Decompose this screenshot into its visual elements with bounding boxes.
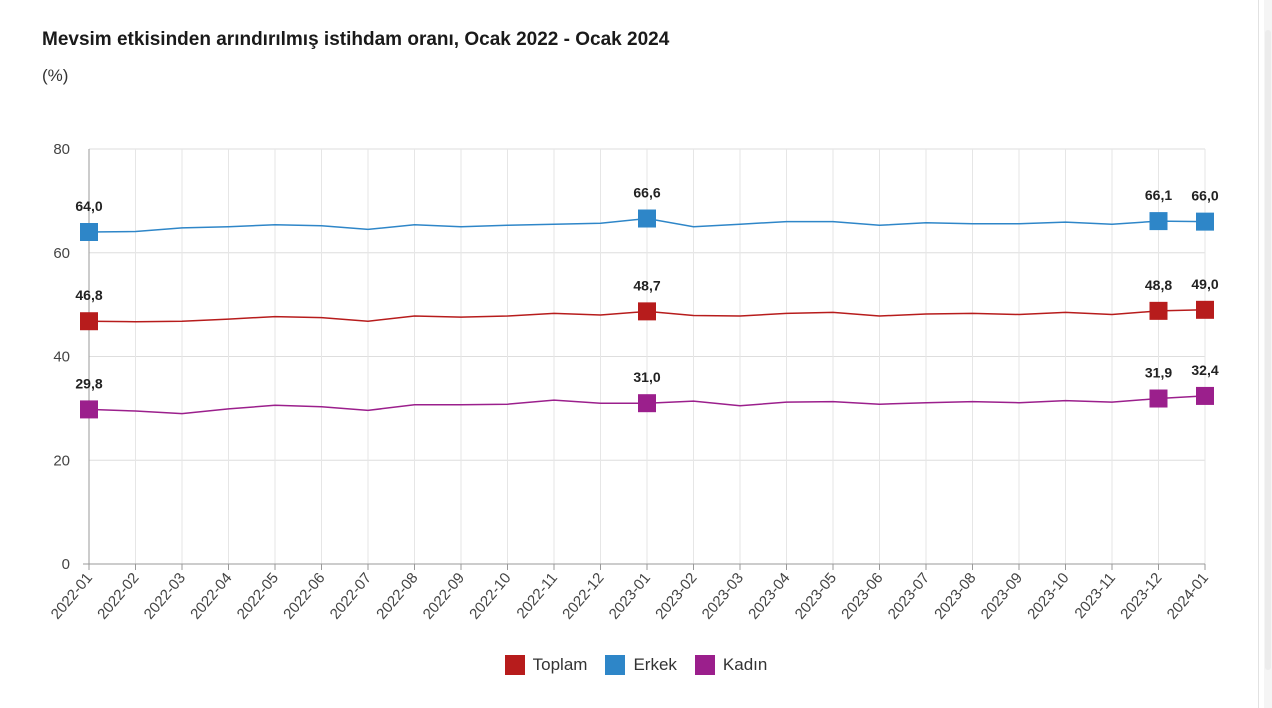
x-tick-label: 2022-04	[187, 570, 235, 623]
data-marker	[638, 302, 656, 321]
data-marker	[80, 312, 98, 331]
data-marker	[1196, 212, 1214, 231]
data-label: 64,0	[75, 198, 102, 214]
legend-label: Erkek	[633, 655, 677, 674]
x-tick-label: 2022-07	[327, 570, 375, 623]
legend-label: Toplam	[532, 655, 588, 674]
data-label: 31,9	[1145, 365, 1172, 381]
x-tick-label: 2023-03	[699, 570, 747, 623]
data-label: 48,7	[633, 277, 660, 293]
data-label: 48,8	[1145, 277, 1172, 293]
x-tick-label: 2022-01	[48, 570, 96, 623]
data-label: 49,0	[1191, 276, 1218, 292]
legend-swatch	[504, 655, 525, 675]
x-tick-label: 2022-05	[234, 570, 282, 623]
chart-title: Mevsim etkisinden arındırılmış istihdam …	[42, 29, 670, 50]
data-marker	[638, 394, 656, 413]
legend-item-kadın[interactable]: Kadın	[694, 655, 768, 675]
x-tick-label: 2023-11	[1071, 570, 1119, 622]
data-marker	[1149, 301, 1168, 320]
x-tick-label: 2022-10	[466, 570, 514, 623]
x-tick-label: 2022-02	[94, 570, 142, 623]
x-tick-label: 2022-12	[559, 570, 607, 623]
data-label: 31,0	[633, 369, 660, 385]
data-label: 29,8	[75, 375, 102, 391]
legend-item-erkek[interactable]: Erkek	[605, 655, 677, 675]
y-tick-label: 40	[53, 349, 70, 366]
y-tick-label: 60	[53, 245, 70, 262]
x-tick-label: 2023-08	[931, 570, 979, 623]
x-tick-label: 2023-05	[792, 570, 840, 623]
data-marker	[80, 223, 98, 241]
data-marker	[1149, 389, 1168, 408]
y-tick-label: 80	[53, 141, 70, 158]
data-label: 46,8	[75, 287, 102, 303]
legend-swatch	[694, 655, 715, 675]
data-marker	[1149, 212, 1168, 231]
x-tick-label: 2022-11	[513, 570, 561, 622]
x-tick-label: 2024-01	[1164, 570, 1212, 623]
x-tick-label: 2023-06	[838, 570, 886, 623]
x-tick-label: 2023-09	[978, 570, 1026, 623]
data-marker	[1196, 300, 1214, 319]
x-tick-label: 2023-04	[745, 570, 793, 623]
data-marker	[1196, 386, 1214, 405]
x-tick-label: 2023-02	[652, 570, 700, 623]
data-label: 66,0	[1191, 188, 1218, 204]
x-tick-label: 2022-06	[280, 570, 328, 623]
legend-label: Kadın	[722, 655, 768, 674]
data-marker	[638, 209, 656, 228]
data-label: 66,6	[633, 185, 660, 201]
legend-swatch	[605, 655, 626, 675]
panel-border	[1258, 0, 1259, 708]
x-tick-label: 2023-01	[606, 570, 654, 623]
data-label: 32,4	[1191, 362, 1218, 378]
data-marker	[80, 400, 98, 419]
chart-subtitle: (%)	[42, 66, 69, 85]
x-tick-label: 2022-09	[420, 570, 468, 623]
scrollbar-thumb[interactable]	[1265, 30, 1271, 670]
y-tick-label: 0	[62, 556, 70, 573]
x-tick-label: 2023-07	[885, 570, 933, 623]
x-tick-label: 2023-10	[1024, 570, 1072, 623]
data-label: 66,1	[1145, 187, 1172, 203]
x-tick-label: 2022-03	[141, 570, 189, 623]
chart-legend: Toplam Erkek Kadın	[0, 655, 1272, 675]
y-tick-label: 20	[53, 452, 70, 469]
legend-item-toplam[interactable]: Toplam	[504, 655, 588, 675]
x-tick-label: 2023-12	[1117, 570, 1165, 623]
x-tick-label: 2022-08	[373, 570, 421, 623]
